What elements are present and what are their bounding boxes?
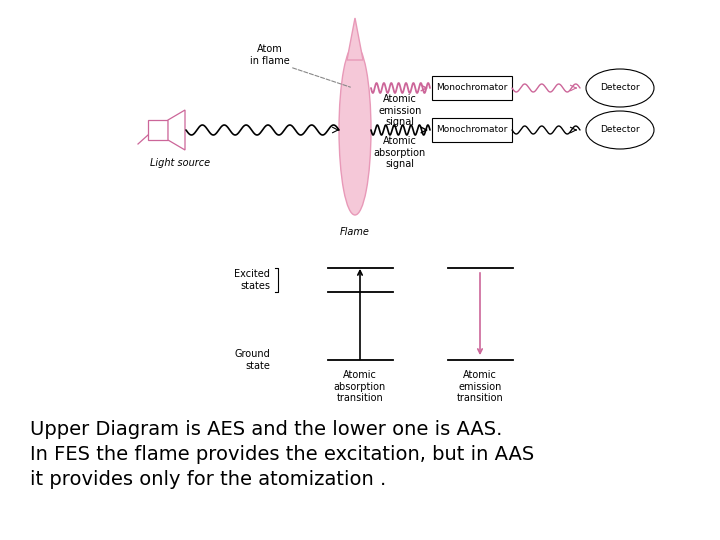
Text: Excited
states: Excited states [234, 269, 270, 291]
FancyBboxPatch shape [432, 118, 512, 142]
Polygon shape [168, 110, 185, 150]
Text: Atomic
emission
transition: Atomic emission transition [456, 370, 503, 403]
Text: Atomic
emission
signal: Atomic emission signal [378, 94, 422, 127]
Ellipse shape [339, 45, 371, 215]
FancyBboxPatch shape [432, 76, 512, 100]
Ellipse shape [586, 69, 654, 107]
FancyBboxPatch shape [148, 120, 168, 140]
Text: Atomic
absorption
transition: Atomic absorption transition [334, 370, 386, 403]
Polygon shape [347, 18, 363, 60]
Text: Ground
state: Ground state [234, 349, 270, 371]
Text: Flame: Flame [340, 227, 370, 237]
Text: Light source: Light source [150, 158, 210, 168]
Text: Detector: Detector [600, 125, 640, 134]
Text: Monochromator: Monochromator [436, 84, 508, 92]
Text: Atom
in flame: Atom in flame [250, 44, 290, 66]
Text: Upper Diagram is AES and the lower one is AAS.
In FES the flame provides the exc: Upper Diagram is AES and the lower one i… [30, 420, 534, 489]
Ellipse shape [586, 111, 654, 149]
Text: Monochromator: Monochromator [436, 125, 508, 134]
Text: Detector: Detector [600, 84, 640, 92]
Text: Atomic
absorption
signal: Atomic absorption signal [374, 136, 426, 169]
